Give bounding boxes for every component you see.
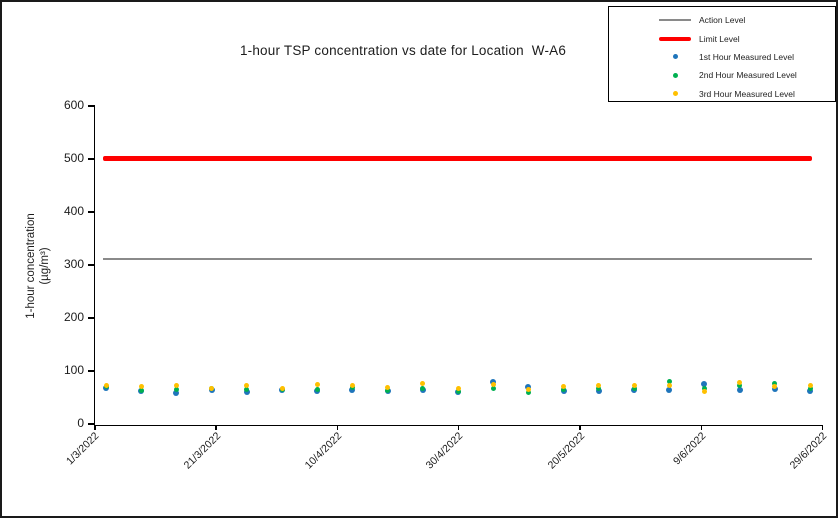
data-point	[807, 383, 813, 389]
data-point	[595, 388, 602, 395]
legend-label: 3rd Hour Measured Level	[699, 88, 795, 99]
data-point	[490, 386, 496, 392]
data-point	[455, 385, 461, 391]
legend-label: 1st Hour Measured Level	[699, 51, 794, 62]
data-point	[596, 383, 602, 389]
x-tick-mark	[821, 425, 824, 430]
action-level-line	[103, 257, 812, 260]
data-point	[420, 381, 426, 387]
data-point	[244, 383, 250, 389]
data-point	[701, 385, 707, 391]
data-point	[807, 385, 813, 391]
x-tick-label: 1/3/2022	[64, 430, 102, 468]
data-point	[525, 389, 531, 395]
legend-label: Limit Level	[699, 33, 740, 44]
y-tick-label: 400	[63, 204, 84, 218]
yellow-dot-swatch	[672, 91, 678, 97]
y-tick-label: 500	[63, 151, 84, 165]
data-point	[314, 381, 320, 387]
y-tick-mark	[88, 105, 94, 107]
x-tick-label: 9/6/2022	[670, 430, 709, 468]
data-point	[138, 384, 144, 390]
x-tick-label: 20/5/2022	[545, 430, 587, 472]
x-tick-mark	[215, 425, 217, 430]
x-tick-mark	[700, 425, 703, 430]
legend-label: 2nd Hour Measured Level	[699, 70, 797, 81]
blue-dot-swatch	[672, 54, 678, 60]
data-point	[385, 387, 391, 393]
legend: Action Level Limit Level 1st Hour Measur…	[608, 6, 836, 102]
data-point	[385, 384, 391, 390]
y-tick-label: 100	[63, 363, 84, 377]
legend-item-limit-level: Limit Level	[609, 29, 835, 47]
data-point	[596, 386, 602, 392]
y-tick-label: 200	[63, 310, 84, 324]
y-tick-mark	[88, 264, 94, 266]
x-tick-mark	[579, 425, 581, 430]
x-tick-label: 29/6/2022	[787, 430, 830, 472]
data-point	[561, 386, 567, 392]
x-tick-mark	[457, 425, 460, 430]
data-point	[701, 380, 708, 387]
data-point	[631, 385, 637, 391]
data-point	[561, 383, 567, 389]
green-dot-swatch	[672, 72, 678, 78]
limit-level-line	[103, 155, 812, 161]
y-tick-label: 600	[63, 98, 84, 112]
data-point	[314, 386, 320, 392]
y-tick-mark	[88, 158, 94, 160]
data-point	[771, 386, 778, 393]
data-point	[173, 382, 179, 388]
legend-item-action-level: Action Level	[609, 11, 835, 29]
chart-title: 1-hour TSP concentration vs date for Loc…	[239, 43, 567, 58]
data-point	[490, 378, 497, 385]
data-point	[666, 383, 672, 389]
data-point	[666, 386, 673, 393]
data-point	[737, 383, 743, 389]
data-point	[772, 381, 778, 387]
data-point	[173, 389, 180, 396]
legend-item-3rd-hour: 3rd Hour Measured Level	[609, 85, 835, 103]
y-tick-label: 300	[63, 257, 84, 271]
data-point	[736, 387, 743, 394]
data-point	[807, 388, 813, 395]
data-point	[737, 380, 743, 386]
y-tick-mark	[88, 317, 94, 319]
x-tick-mark	[336, 425, 339, 430]
legend-label: Action Level	[699, 15, 746, 26]
data-point	[525, 386, 531, 392]
data-point	[666, 379, 672, 385]
data-point	[209, 386, 215, 392]
data-point	[420, 385, 426, 391]
action-level-line-swatch	[659, 19, 691, 21]
data-point	[279, 385, 285, 391]
plot-area	[94, 105, 823, 426]
data-point	[490, 382, 496, 388]
data-point	[103, 383, 109, 389]
data-point	[173, 386, 179, 392]
data-point	[349, 383, 355, 389]
data-point	[772, 384, 778, 390]
y-tick-mark	[88, 211, 94, 213]
x-tick-label: 21/3/2022	[181, 430, 223, 472]
y-tick-mark	[88, 423, 94, 425]
data-point	[631, 383, 637, 389]
y-tick-label: 0	[77, 416, 84, 430]
x-tick-label: 10/4/2022	[302, 430, 345, 472]
limit-level-line-swatch	[659, 36, 691, 41]
legend-item-1st-hour: 1st Hour Measured Level	[609, 48, 835, 66]
legend-item-2nd-hour: 2nd Hour Measured Level	[609, 66, 835, 84]
x-tick-mark	[94, 425, 96, 430]
data-point	[138, 388, 144, 394]
data-point	[455, 388, 461, 394]
data-point	[701, 388, 707, 394]
data-point	[244, 387, 250, 393]
x-tick-label: 30/4/2022	[423, 430, 466, 472]
data-point	[243, 389, 250, 396]
y-tick-mark	[88, 370, 94, 372]
